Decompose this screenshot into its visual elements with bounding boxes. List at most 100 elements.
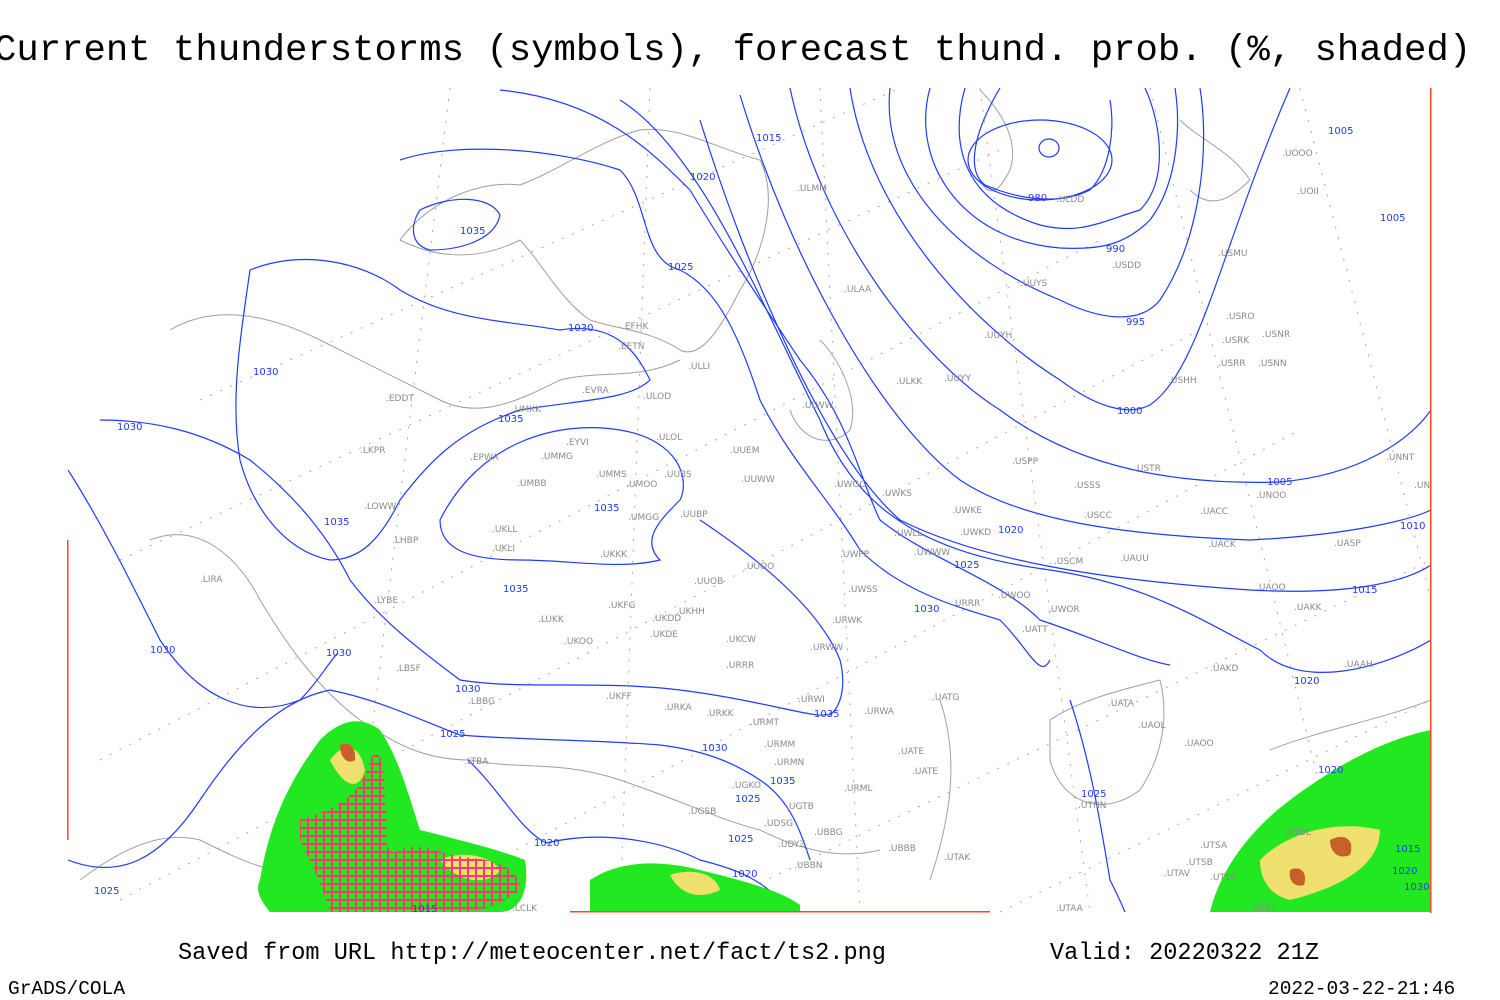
- station-label: .UWSS: [848, 585, 878, 595]
- station-label: .UTSK: [1210, 873, 1238, 883]
- isobar-label: 980: [1028, 193, 1047, 204]
- isobar-label: 1005: [1380, 213, 1405, 224]
- station-label: .UUYY: [944, 374, 972, 384]
- station-label: .UMGG: [628, 513, 659, 523]
- isobar-label: 1030: [117, 422, 142, 433]
- station-label: .UWLL: [894, 529, 922, 539]
- station-label: .UMMS: [596, 470, 627, 480]
- station-label: .UMBB: [517, 479, 547, 489]
- station-label: .URMM: [764, 740, 795, 750]
- station-label: .USTR: [1134, 464, 1161, 474]
- station-label: .UTDL: [1284, 828, 1311, 838]
- station-label: .UUYH: [984, 331, 1012, 341]
- station-label: .UKDE: [650, 630, 678, 640]
- station-label: .USNN: [1258, 359, 1287, 369]
- isobar-label: 1020: [1294, 676, 1319, 687]
- station-label: .UTST: [1250, 904, 1277, 914]
- station-label: .UAOL: [1138, 721, 1166, 731]
- station-label: .LHBP: [392, 536, 419, 546]
- station-label: .LIRA: [200, 575, 223, 585]
- station-label: .UTSB: [1186, 858, 1213, 868]
- station-label: .UWOR: [1048, 605, 1080, 615]
- software-credit: GrADS/COLA: [8, 978, 126, 1000]
- station-label: .UAKD: [1210, 664, 1239, 674]
- station-label: .UWKD: [960, 528, 991, 538]
- map-frame-bottom: [570, 911, 990, 913]
- station-label: .ULMM: [797, 184, 827, 194]
- station-label: .ULAA: [844, 285, 872, 295]
- station-label: .UUEM: [730, 446, 760, 456]
- isobar-label: 1015: [412, 904, 437, 915]
- isobar-label: 1015: [756, 133, 781, 144]
- station-label: .UUYS: [1020, 279, 1048, 289]
- station-label: .USRK: [1222, 336, 1250, 346]
- isobar-label: 1035: [324, 517, 349, 528]
- station-label: .UATE: [912, 767, 938, 777]
- station-label: .UAOO: [1256, 583, 1286, 593]
- station-label: .USNR: [1262, 330, 1290, 340]
- station-label: .UWWW: [914, 548, 950, 558]
- station-label: .UGKO: [732, 781, 761, 791]
- station-label: .UWPP: [840, 550, 870, 560]
- isobar-label: 1020: [1318, 765, 1343, 776]
- isobar-label: 1030: [326, 648, 351, 659]
- isobar-label: 1025: [728, 834, 753, 845]
- station-label: .LKPR: [360, 446, 385, 456]
- station-label: .ULOL: [656, 433, 682, 443]
- isobar-label: 1000: [1117, 406, 1142, 417]
- station-label: .UATA: [1108, 699, 1135, 709]
- station-label: .URKA: [664, 703, 692, 713]
- isobar-label: 1035: [460, 226, 485, 237]
- station-label: .USMU: [1218, 249, 1248, 259]
- station-label: .URRR: [726, 661, 754, 671]
- isobar-label: 1020: [690, 172, 715, 183]
- station-label: .UKFG: [608, 601, 636, 611]
- station-label: .UKLI: [492, 544, 515, 554]
- prob-area-mid: [330, 747, 365, 784]
- prob-area-high: [340, 743, 356, 762]
- isobar-label: 1020: [534, 838, 559, 849]
- thunderstorm-probability-shading: [258, 721, 1431, 912]
- station-label: .ULKK: [896, 377, 923, 387]
- station-label: .LTBA: [464, 757, 489, 767]
- station-label: .UATT: [1022, 625, 1048, 635]
- isobar-label: 1030: [455, 684, 480, 695]
- station-label: .UNOO: [1256, 491, 1286, 501]
- station-label: .URWA: [864, 707, 895, 717]
- isobar-label: 1025: [668, 262, 693, 273]
- station-label: .UAUU: [1120, 554, 1149, 564]
- station-label: .LCLK: [512, 904, 538, 914]
- map-frame-right: [1430, 88, 1432, 913]
- isobar-label: 1030: [914, 604, 939, 615]
- station-label: .URMT: [750, 718, 779, 728]
- source-url-caption: Saved from URL http://meteocenter.net/fa…: [178, 940, 886, 967]
- station-label: .URKK: [706, 709, 735, 719]
- station-label: .ULOD: [643, 392, 671, 402]
- station-label: .UTSA: [1200, 841, 1228, 851]
- station-label: .URWI: [798, 695, 825, 705]
- isobar-labels: 1015 1020 1035 1025 1030 1030 1030 1035 980 990 99…: [94, 126, 1429, 915]
- station-label: .UKKK: [600, 550, 628, 560]
- station-label: .UOOO: [1282, 149, 1313, 159]
- station-label: .ULLI: [688, 362, 710, 372]
- isobar-label: 1010: [1400, 521, 1425, 532]
- isobar-label: 1035: [503, 584, 528, 595]
- station-label: .UGTB: [786, 802, 814, 812]
- station-label: .UMMG: [541, 452, 573, 462]
- station-label: .EFHK: [622, 322, 649, 332]
- isobar-label: 1015: [1352, 585, 1377, 596]
- isobar-label: 1035: [498, 414, 523, 425]
- station-label: .UDYZ: [778, 840, 806, 850]
- station-label: .UKCW: [726, 635, 756, 645]
- station-label: .USPP: [1012, 457, 1039, 467]
- station-label: .UACK: [1208, 540, 1237, 550]
- isobars: [68, 88, 1431, 913]
- station-label: .UTAA: [1056, 904, 1084, 914]
- station-label: .UKDD: [652, 614, 681, 624]
- isobar-label: 1025: [1081, 789, 1106, 800]
- station-label: .LUKK: [538, 615, 565, 625]
- station-label: .URMN: [774, 758, 804, 768]
- isobar-label: 1025: [954, 560, 979, 571]
- valid-time: Valid: 20220322 21Z: [1050, 940, 1320, 967]
- station-label: .UAAH: [1344, 660, 1373, 670]
